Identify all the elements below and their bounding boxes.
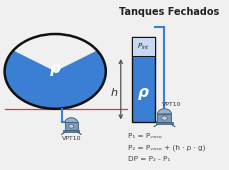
Circle shape [5, 34, 105, 109]
Wedge shape [13, 34, 97, 71]
Text: ρ: ρ [49, 61, 60, 75]
Circle shape [68, 124, 74, 128]
Text: P₂ = Pᵥₐₛₒ + (h · ρ · g): P₂ = Pᵥₐₛₒ + (h · ρ · g) [127, 144, 204, 151]
Bar [132, 37, 155, 56]
Text: VPT10: VPT10 [161, 102, 181, 107]
Wedge shape [65, 118, 77, 122]
Bar [157, 114, 171, 122]
Text: ρ: ρ [138, 85, 149, 100]
Text: P₁ = Pᵥₐₛₒ: P₁ = Pᵥₐₛₒ [127, 133, 161, 139]
Text: h: h [110, 88, 117, 98]
Bar [132, 37, 155, 122]
Bar [155, 122, 172, 124]
Text: VPT10: VPT10 [61, 136, 81, 141]
Text: DP = P₂ - P₁: DP = P₂ - P₁ [127, 156, 169, 162]
Text: Tanques Fechados: Tanques Fechados [118, 7, 218, 17]
Wedge shape [157, 109, 171, 114]
Circle shape [161, 116, 166, 120]
Bar [65, 122, 77, 130]
Bar [13, 31, 97, 50]
Bar [63, 130, 79, 132]
Text: $P_{int}$: $P_{int}$ [137, 42, 150, 52]
